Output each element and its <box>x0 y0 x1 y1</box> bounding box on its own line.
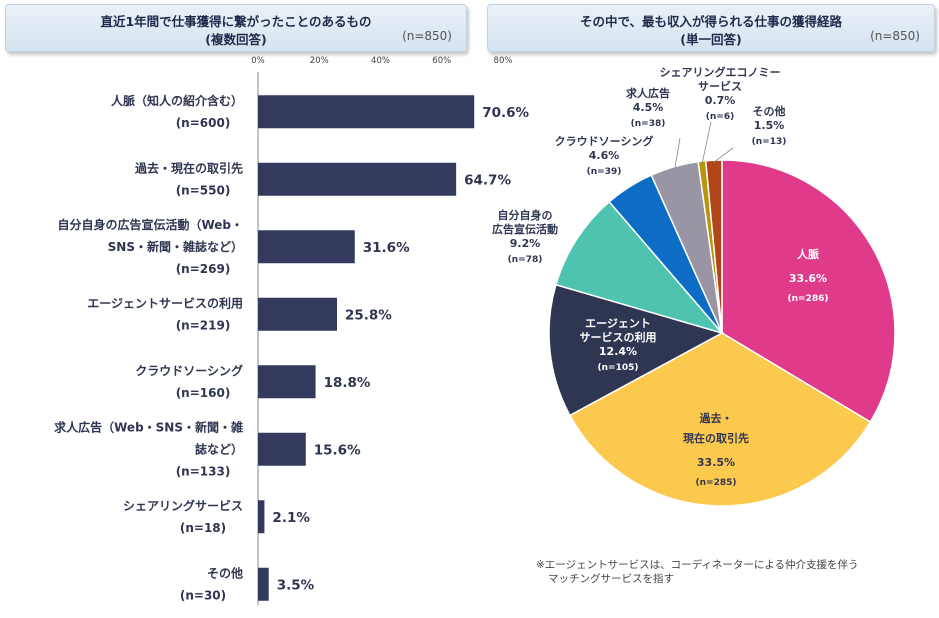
pie-slice-label: 人脈 <box>797 247 819 261</box>
pie-slice-percent: 33.6% <box>789 272 827 285</box>
x-tick-label: 0% <box>251 56 265 66</box>
pie-slice-percent: 1.5% <box>754 119 785 132</box>
category-sample-size: (n=30) <box>180 588 226 602</box>
x-tick-label: 60% <box>432 56 451 66</box>
category-sample-size: (n=219) <box>176 318 231 332</box>
pie-chart-subtitle: (単一回答) <box>680 32 742 47</box>
pie-slice-percent: 0.7% <box>705 94 736 107</box>
pie-leader-line <box>701 121 712 164</box>
category-label: エージェントサービスの利用 <box>87 295 243 310</box>
category-label: 人脈（知人の紹介含む） <box>111 93 243 108</box>
pie-slice-label: 自分自身の <box>498 208 553 222</box>
pie-leader-line <box>713 147 734 163</box>
bar <box>258 162 457 196</box>
pie-chart-sample-size: (n=850) <box>870 29 920 43</box>
pie-slice-label: エージェント <box>585 317 651 330</box>
pie-chart-title-box: その中で、最も収入が得られる仕事の獲得経路 (単一回答) (n=850) <box>487 4 935 52</box>
category-label: 自分自身の広告宣伝活動（Web・ <box>57 217 243 232</box>
pie-slice <box>548 283 724 417</box>
pie-slice-label: 過去・ <box>699 411 733 425</box>
pie-slice <box>554 200 725 335</box>
footnote: ※エージェントサービスは、コーディネーターによる仲介支援を伴う マッチングサービ… <box>536 558 859 586</box>
pie-slice-percent: 12.4% <box>599 345 637 358</box>
category-label: シェアリングサービス <box>123 498 243 513</box>
pie-slice-percent: 9.2% <box>510 237 541 250</box>
pie-slice-label: シェアリングエコノミー <box>660 65 781 79</box>
pie-slice-percent: 4.5% <box>633 101 664 114</box>
bar <box>258 432 306 466</box>
pie-slice-label: サービスの利用 <box>580 330 657 344</box>
pie-slice-sample-size: (n=78) <box>508 255 543 265</box>
category-sample-size: (n=550) <box>176 183 231 197</box>
bar-chart-sample-size: (n=850) <box>402 29 452 43</box>
bar-chart-title-box: 直近1年間で仕事獲得に繋がったことのあるもの (複数回答) (n=850) <box>5 4 467 52</box>
pie-slice-percent: 4.6% <box>589 149 620 162</box>
pie-chart-title: その中で、最も収入が得られる仕事の獲得経路 <box>579 14 842 29</box>
pie-slice <box>704 159 723 334</box>
category-sample-size: (n=18) <box>180 521 226 535</box>
pie-slice-label: 現在の取引先 <box>683 431 749 445</box>
bar-value-label: 31.6% <box>363 240 410 256</box>
category-label: その他 <box>207 565 243 580</box>
x-tick-label: 20% <box>310 56 329 66</box>
bar-value-label: 64.7% <box>464 172 511 188</box>
pie-slice-sample-size: (n=38) <box>631 119 666 129</box>
bar <box>258 365 316 399</box>
bar <box>258 95 475 129</box>
bar-value-label: 25.8% <box>345 307 392 323</box>
pie-slice-sample-size: (n=105) <box>598 363 639 373</box>
bar <box>258 567 269 601</box>
category-label: 求人広告（Web・SNS・新聞・雑 <box>54 419 243 434</box>
pie-slice-label: 求人広告 <box>626 86 670 100</box>
pie-slice-label: サービス <box>698 79 742 93</box>
footnote-line-2: マッチングサービスを指す <box>548 573 674 585</box>
pie-slice-sample-size: (n=286) <box>788 294 829 304</box>
bar <box>258 230 355 264</box>
bar-chart-title: 直近1年間で仕事獲得に繋がったことのあるもの <box>100 14 372 29</box>
pie-slice-percent: 33.5% <box>697 456 735 469</box>
bar-chart-subtitle: (複数回答) <box>205 32 267 47</box>
pie-slice-sample-size: (n=285) <box>696 478 737 488</box>
bar <box>258 297 338 331</box>
x-tick-label: 80% <box>494 56 513 66</box>
bar-value-label: 3.5% <box>277 577 315 593</box>
pie-slice <box>568 332 872 507</box>
category-label: 過去・現在の取引先 <box>134 160 243 175</box>
footnote-line-1: ※エージェントサービスは、コーディネーターによる仲介支援を伴う <box>536 559 859 571</box>
bar <box>258 500 265 534</box>
pie-slice-sample-size: (n=39) <box>587 167 622 177</box>
x-tick-label: 40% <box>371 56 390 66</box>
category-label: クラウドソーシング <box>135 363 243 378</box>
pie-slice-label: 広告宣伝活動 <box>492 222 558 236</box>
category-label: 誌など） <box>195 441 243 456</box>
category-sample-size: (n=600) <box>176 116 231 130</box>
category-sample-size: (n=133) <box>176 464 231 478</box>
pie-leader-line <box>674 137 681 169</box>
pie-slice-label: その他 <box>753 104 786 118</box>
category-sample-size: (n=269) <box>176 262 231 276</box>
pie-slice-sample-size: (n=13) <box>752 137 787 147</box>
pie-slice <box>721 159 896 424</box>
bar-value-label: 70.6% <box>482 105 529 121</box>
bar-value-label: 15.6% <box>314 442 361 458</box>
pie-slice-sample-size: (n=6) <box>706 112 734 122</box>
category-label: SNS・新聞・雑誌など） <box>108 239 243 254</box>
pie-slice-label: クラウドソーシング <box>555 134 654 148</box>
category-sample-size: (n=160) <box>176 386 231 400</box>
bar-value-label: 18.8% <box>324 375 371 391</box>
bar-value-label: 2.1% <box>272 510 310 526</box>
